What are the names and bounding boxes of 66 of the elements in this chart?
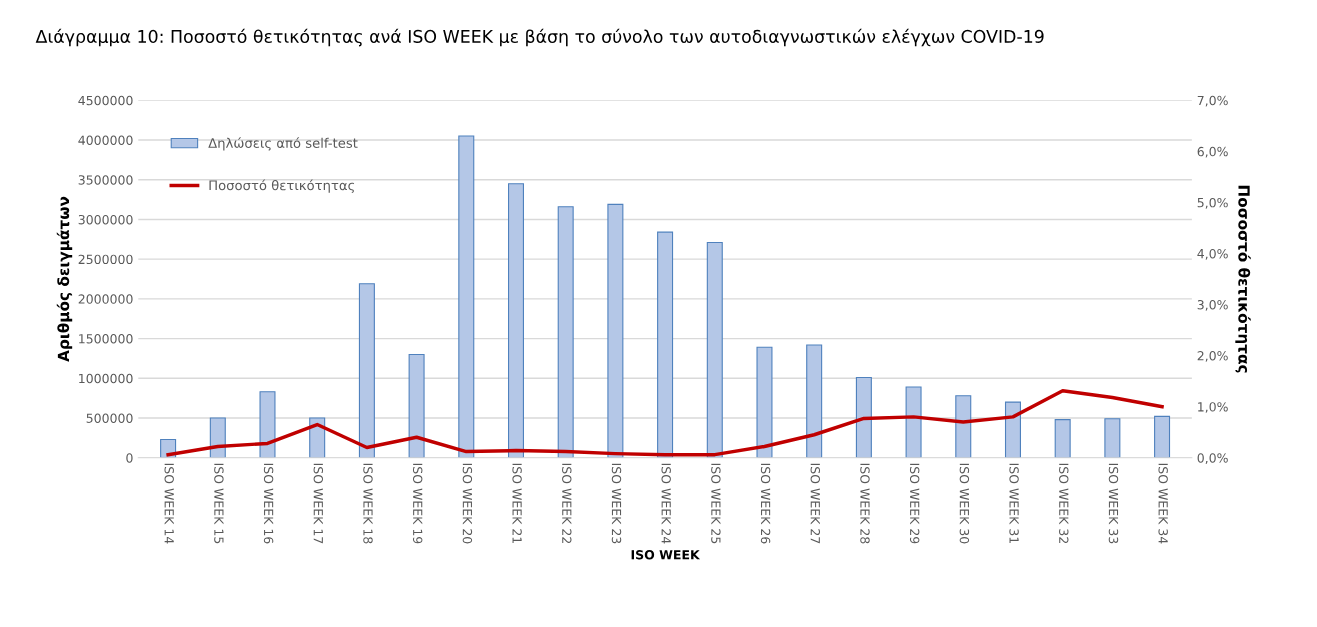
x-tick-label: ISO WEEK 29 <box>909 463 920 544</box>
y2-tick-label: 2,0% <box>1197 351 1228 362</box>
x-tick-label: ISO WEEK 14 <box>164 463 174 544</box>
y2-tick-label: 7,0% <box>1197 95 1228 107</box>
bar <box>706 241 723 458</box>
y2-axis-title: Ποσοστό θετικότητας <box>1235 185 1251 373</box>
x-axis-title: ISO WEEK <box>631 550 701 560</box>
y-axis-title: Αριθμός δειγμάτων <box>56 196 73 362</box>
x-tick-label: ISO WEEK 23 <box>611 463 622 544</box>
bar <box>408 353 425 458</box>
bar <box>955 395 972 458</box>
y-tick-label: 4500000 <box>78 95 133 106</box>
y2-tick-label: 0,0% <box>1197 453 1228 464</box>
y-tick-label: 2500000 <box>78 254 133 265</box>
bar <box>309 417 326 458</box>
x-tick-label: ISO WEEK 22 <box>562 463 572 543</box>
bar <box>607 203 624 458</box>
bar <box>806 344 823 458</box>
bar <box>259 391 276 458</box>
x-tick-label: ISO WEEK 25 <box>711 463 721 544</box>
x-tick-label: ISO WEEK 30 <box>959 463 970 544</box>
x-tick-label: ISO WEEK 33 <box>1108 463 1119 544</box>
x-tick-label: ISO WEEK 15 <box>214 463 224 544</box>
bar <box>855 376 872 458</box>
y2-tick-label: 5,0% <box>1197 197 1228 209</box>
x-tick-label: ISO WEEK 16 <box>263 463 274 544</box>
x-tick-label: ISO WEEK 21 <box>512 463 522 544</box>
bar <box>756 346 773 458</box>
x-tick-label: ISO WEEK 18 <box>363 463 373 544</box>
line-series <box>166 389 1164 457</box>
bar <box>358 283 375 458</box>
y-tick-label: 1500000 <box>79 334 133 344</box>
bar <box>507 183 525 458</box>
legend-label: Ποσοστό θετικότητας <box>209 179 355 193</box>
y-tick-label: 3000000 <box>78 214 133 225</box>
y-tick-label: 1000000 <box>79 373 133 384</box>
bar <box>905 386 922 458</box>
bar <box>458 135 475 458</box>
y2-tick-label: 3,0% <box>1197 300 1228 311</box>
y-tick-label: 2000000 <box>78 294 133 304</box>
y2-tick-label: 1,0% <box>1198 402 1228 413</box>
x-tick-label: ISO WEEK 31 <box>1009 463 1019 544</box>
bar <box>657 231 674 458</box>
chart-title: Διάγραμμα 10: Ποσοστό θετικότητας ανά ISO WEEK με βάση το σύνολο των αυτοδιαγνωστικών ελέγχων COVID-19 <box>35 28 1044 47</box>
bar <box>557 206 574 458</box>
x-tick-label: ISO WEEK 17 <box>313 463 324 544</box>
y-tick-label: 3500000 <box>78 175 133 185</box>
x-tick-label: ISO WEEK 19 <box>412 463 423 544</box>
y2-tick-label: 4,0% <box>1197 248 1228 260</box>
bar <box>209 417 226 458</box>
y-tick-label: 4000000 <box>78 135 133 145</box>
x-tick-label: ISO WEEK 34 <box>1158 463 1168 544</box>
x-tick-label: ISO WEEK 32 <box>1059 463 1069 543</box>
x-tick-label: ISO WEEK 28 <box>860 463 870 544</box>
legend-label: Δηλώσεις από self-test <box>208 137 358 151</box>
x-tick-label: ISO WEEK 27 <box>810 463 821 544</box>
x-tick-label: ISO WEEK 24 <box>661 463 671 544</box>
x-tick-label: ISO WEEK 26 <box>760 463 771 544</box>
y2-tick-label: 6,0% <box>1197 146 1228 158</box>
y-tick-label: 0 <box>126 453 133 463</box>
bar <box>1004 401 1021 458</box>
bar <box>1104 418 1121 458</box>
bar <box>1154 415 1171 458</box>
x-tick-label: ISO WEEK 20 <box>462 463 473 544</box>
y-tick-label: 500000 <box>86 413 133 423</box>
bar <box>1054 419 1071 458</box>
